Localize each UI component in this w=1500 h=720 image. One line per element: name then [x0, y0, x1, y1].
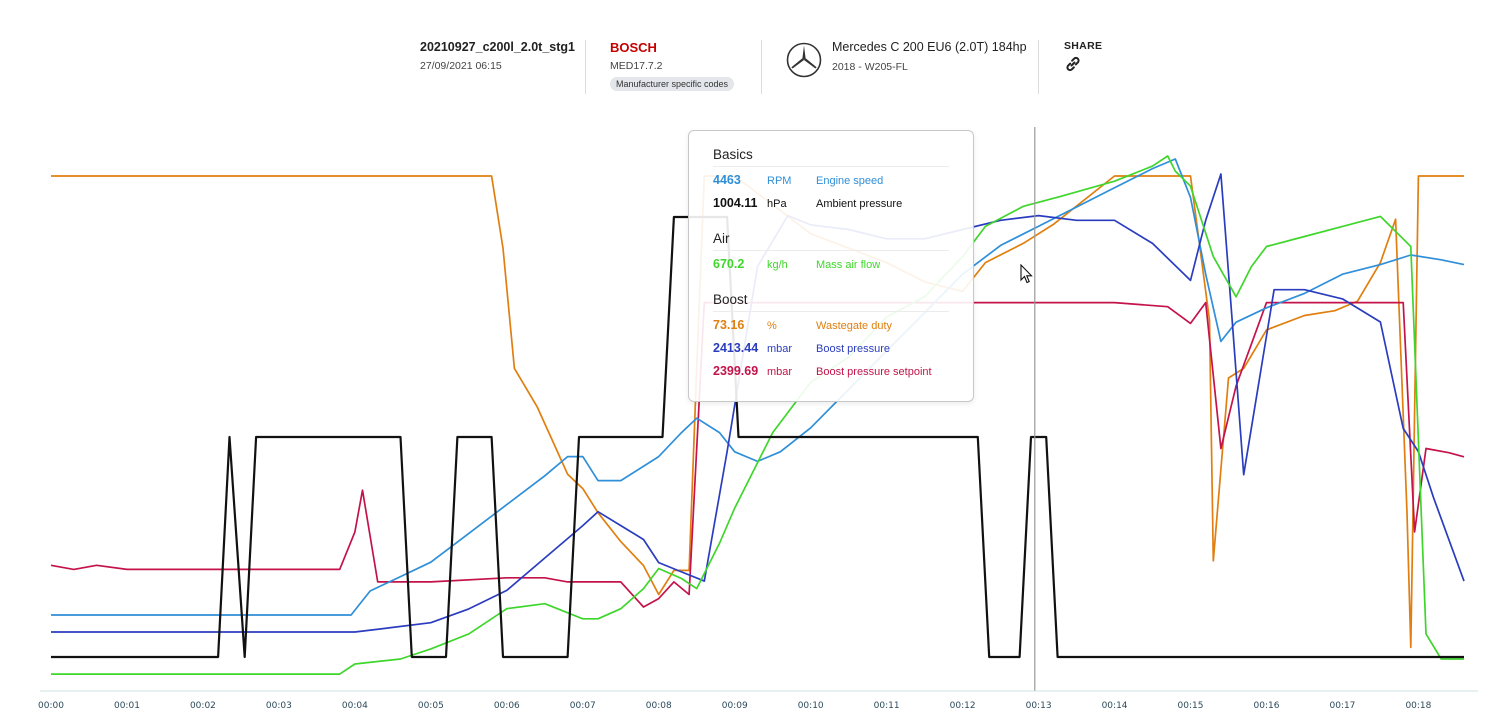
x-tick-label: 00:17 — [1329, 701, 1355, 711]
x-tick-label: 00:09 — [722, 701, 748, 711]
ecu-brand: BOSCH — [610, 40, 657, 55]
tooltip-channel-name: Wastegate duty — [816, 320, 893, 332]
x-tick-label: 00:04 — [342, 701, 368, 711]
tooltip-group-title: Air — [713, 231, 949, 251]
tooltip-group: Air 670.2 kg/h Mass air flow — [713, 231, 949, 280]
x-tick-label: 00:18 — [1405, 701, 1431, 711]
x-tick-label: 00:03 — [266, 701, 292, 711]
x-tick-label: 00:12 — [950, 701, 976, 711]
tooltip-value: 2399.69 — [713, 364, 759, 378]
tooltip-group: Basics 4463 RPM Engine speed 1004.11 hPa Ambie… — [713, 147, 949, 219]
tooltip-unit: mbar — [767, 366, 793, 378]
tooltip-row: 1004.11 hPa Ambient pressure — [713, 196, 949, 219]
x-tick-label: 00:02 — [190, 701, 216, 711]
divider — [761, 40, 762, 94]
divider — [585, 40, 586, 94]
x-tick-label: 00:06 — [494, 701, 520, 711]
tooltip-group-title: Boost — [713, 292, 949, 312]
series-line-rpm — [51, 158, 1465, 616]
codes-badge[interactable]: Manufacturer specific codes — [610, 77, 735, 91]
mouse-cursor-icon — [1020, 263, 1034, 289]
tooltip-row: 670.2 kg/h Mass air flow — [713, 257, 949, 280]
session-date: 27/09/2021 06:15 — [420, 60, 502, 72]
vehicle-sub: 2018 - W205-FL — [832, 61, 908, 73]
file-name: 20210927_c200l_2.0t_stg1 — [420, 40, 575, 54]
series-line-ambient — [51, 215, 1464, 659]
link-icon[interactable] — [1064, 55, 1102, 78]
values-tooltip: Basics 4463 RPM Engine speed 1004.11 hPa Ambie… — [688, 130, 974, 402]
tooltip-row: 73.16% Wastegate duty — [713, 318, 949, 341]
tooltip-row: 2399.69 mbar Boost pressure setpoint — [713, 364, 949, 387]
x-tick-label: 00:15 — [1178, 701, 1204, 711]
x-tick-label: 00:07 — [570, 701, 596, 711]
x-tick-label: 00:00 — [38, 701, 64, 711]
x-tick-label: 00:11 — [874, 701, 900, 711]
x-tick-label: 00:01 — [114, 701, 140, 711]
share-label: SHARE — [1064, 40, 1103, 52]
ecu-model: MED17.7.2 — [610, 60, 663, 72]
mercedes-star-icon — [785, 41, 823, 84]
tooltip-channel-name: Boost pressure — [816, 343, 890, 355]
tooltip-unit: RPM — [767, 175, 792, 187]
tooltip-value: 2413.44 — [713, 341, 759, 355]
tooltip-unit: % — [767, 320, 777, 332]
share-block[interactable]: SHARE — [1064, 40, 1102, 78]
vehicle-name: Mercedes C 200 EU6 (2.0T) 184hp — [832, 40, 1027, 54]
tooltip-unit: hPa — [767, 198, 787, 210]
tooltip-value: 1004.11 — [713, 196, 758, 210]
tooltip-value: 73.16 — [713, 318, 745, 332]
ecu-info: BOSCH MED17.7.2 Manufacturer specific co… — [610, 40, 735, 92]
session-header: 20210927_c200l_2.0t_stg1 27/09/2021 06:1… — [0, 0, 1500, 110]
divider — [1038, 40, 1039, 94]
x-tick-label: 00:14 — [1102, 701, 1128, 711]
x-tick-label: 00:10 — [798, 701, 824, 711]
tooltip-row: 2413.44 mbar Boost pressure — [713, 341, 949, 364]
tooltip-group: Boost 73.16% Wastegate duty 2413.44 mbar Boos… — [713, 292, 949, 387]
x-tick-label: 00:05 — [418, 701, 444, 711]
tooltip-channel-name: Ambient pressure — [816, 198, 903, 210]
tooltip-channel-name: Boost pressure setpoint — [816, 366, 932, 378]
vehicle-info: Mercedes C 200 EU6 (2.0T) 184hp 2018 - W… — [832, 40, 1027, 73]
session-info: 20210927_c200l_2.0t_stg1 27/09/2021 06:1… — [420, 40, 575, 72]
tooltip-row: 4463 RPM Engine speed — [713, 173, 949, 196]
x-tick-label: 00:13 — [1026, 701, 1052, 711]
tooltip-value: 670.2 — [713, 257, 745, 271]
tooltip-value: 4463 — [713, 173, 741, 187]
x-tick-label: 00:16 — [1254, 701, 1280, 711]
tooltip-channel-name: Engine speed — [816, 175, 884, 187]
x-tick-label: 00:08 — [646, 701, 672, 711]
tooltip-unit: mbar — [767, 343, 793, 355]
tooltip-group-title: Basics — [713, 147, 949, 167]
tooltip-unit: kg/h — [767, 259, 788, 271]
tooltip-channel-name: Mass air flow — [816, 259, 881, 271]
x-axis-ticks: 00:00 00:01 00:02 00:03 00:04 00:05 00:06 00:07… — [38, 701, 1432, 711]
